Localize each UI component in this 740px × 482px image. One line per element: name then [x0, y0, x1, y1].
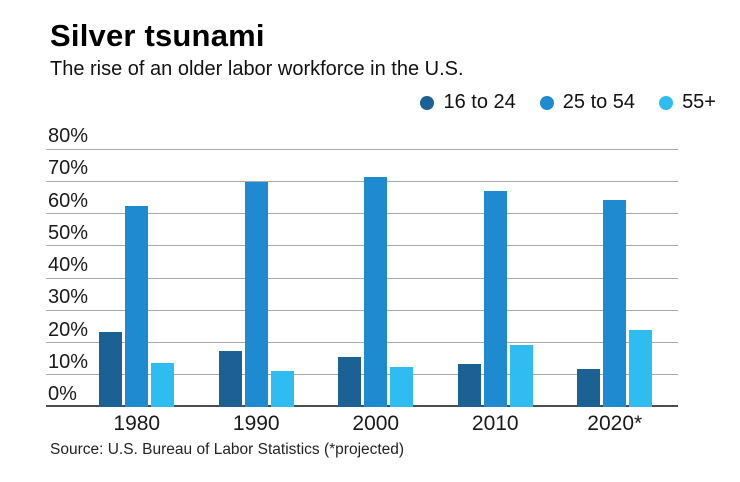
bar-2020-25-to-54 [603, 200, 627, 407]
bar-1980-55+ [151, 363, 175, 407]
y-tick-label-20: 20% [48, 318, 89, 341]
y-tick-label-60: 60% [48, 189, 89, 212]
gridline-40 [46, 277, 678, 279]
bar-1980-16-to-24 [99, 331, 123, 407]
gridline-20 [46, 342, 678, 343]
gridline-10 [46, 374, 678, 376]
gridline-70 [46, 180, 678, 182]
y-tick-label-30: 30% [48, 286, 89, 309]
chart-subtitle: The rise of an older labor workforce in … [50, 58, 464, 80]
bar-1990-25-to-54 [244, 181, 268, 407]
x-tick-label-1980: 1980 [113, 412, 161, 435]
bar-1990-55+ [270, 370, 294, 407]
legend-item-55+: 55+ [659, 91, 716, 114]
y-tick-label-50: 50% [48, 221, 89, 244]
gridline-80 [46, 148, 678, 150]
x-tick-label-2000: 2000 [352, 412, 400, 435]
legend-label: 25 to 54 [562, 91, 636, 113]
bar-1990-16-to-24 [218, 351, 242, 407]
y-tick-label-70: 70% [48, 157, 89, 180]
source-note: Source: U.S. Bureau of Labor Statistics … [50, 441, 405, 458]
legend-label: 55+ [682, 91, 716, 113]
y-tick-label-80: 80% [48, 125, 89, 147]
bar-2020-55+ [629, 329, 653, 407]
gridline-30 [46, 309, 678, 311]
bar-2020-16-to-24 [577, 369, 601, 407]
bar-1980-25-to-54 [125, 206, 149, 407]
bar-2000-25-to-54 [364, 177, 388, 407]
bar-group-1990 [197, 149, 317, 407]
gridline-60 [46, 213, 678, 214]
chart-legend: 16 to 24 25 to 54 55+ [420, 91, 716, 114]
plot-area: 80% 70% 60% 50% 40% 30% 20% 10% 0% 1980 1990 2000 20… [46, 125, 678, 435]
bar-2010-16-to-24 [457, 364, 481, 407]
x-tick-label-2020: 2020* [587, 412, 643, 435]
bar-group-2000 [316, 149, 436, 407]
bar-2000-16-to-24 [338, 357, 362, 407]
chart-title: Silver tsunami [50, 18, 265, 53]
x-tick-label-1990: 1990 [232, 412, 280, 435]
y-tick-label-0: 0% [48, 383, 77, 405]
legend-item-25-to-54: 25 to 54 [539, 91, 636, 114]
x-axis-baseline [46, 404, 678, 407]
bar-2010-55+ [509, 345, 533, 407]
legend-dot-icon [420, 95, 435, 110]
y-tick-label-40: 40% [48, 254, 89, 276]
gridline-50 [46, 245, 678, 247]
legend-label: 16 to 24 [443, 91, 516, 113]
legend-item-16-to-24: 16 to 24 [420, 91, 516, 114]
y-tick-label-10: 10% [48, 350, 89, 373]
bar-group-2010 [436, 149, 556, 407]
bar-group-2020 [555, 149, 675, 407]
x-tick-label-2010: 2010 [471, 412, 519, 435]
legend-dot-icon [539, 95, 554, 110]
bar-group-1980 [77, 149, 197, 407]
legend-dot-icon [659, 95, 674, 110]
bar-2010-25-to-54 [483, 191, 507, 407]
bar-2000-55+ [390, 366, 414, 407]
